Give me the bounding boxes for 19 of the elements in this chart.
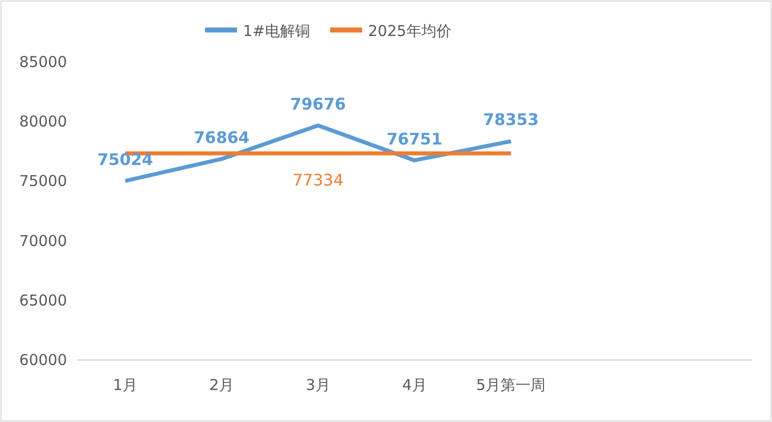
legend-label: 2025年均价 (368, 22, 452, 40)
x-tick-label: 3月 (306, 376, 330, 394)
x-tick-label: 1月 (112, 376, 138, 394)
x-tick-label: 2月 (209, 376, 234, 394)
data-label: 76864 (194, 128, 250, 147)
y-tick-label: 65000 (19, 291, 67, 310)
y-tick-label: 60000 (19, 351, 67, 369)
y-tick-label: 80000 (19, 112, 67, 131)
x-tick-label: 4月 (402, 376, 427, 394)
y-tick-label: 85000 (19, 53, 67, 71)
y-tick-label: 75000 (19, 172, 67, 190)
data-label: 76751 (386, 129, 442, 148)
data-label: 78353 (483, 110, 539, 130)
data-label: 75024 (97, 150, 154, 169)
data-label: 77334 (292, 170, 344, 190)
x-tick-label: 5月第一周 (476, 376, 546, 394)
y-tick-label: 70000 (19, 232, 67, 250)
data-label: 79676 (290, 94, 346, 114)
legend-label: 1#电解铜 (243, 22, 310, 40)
